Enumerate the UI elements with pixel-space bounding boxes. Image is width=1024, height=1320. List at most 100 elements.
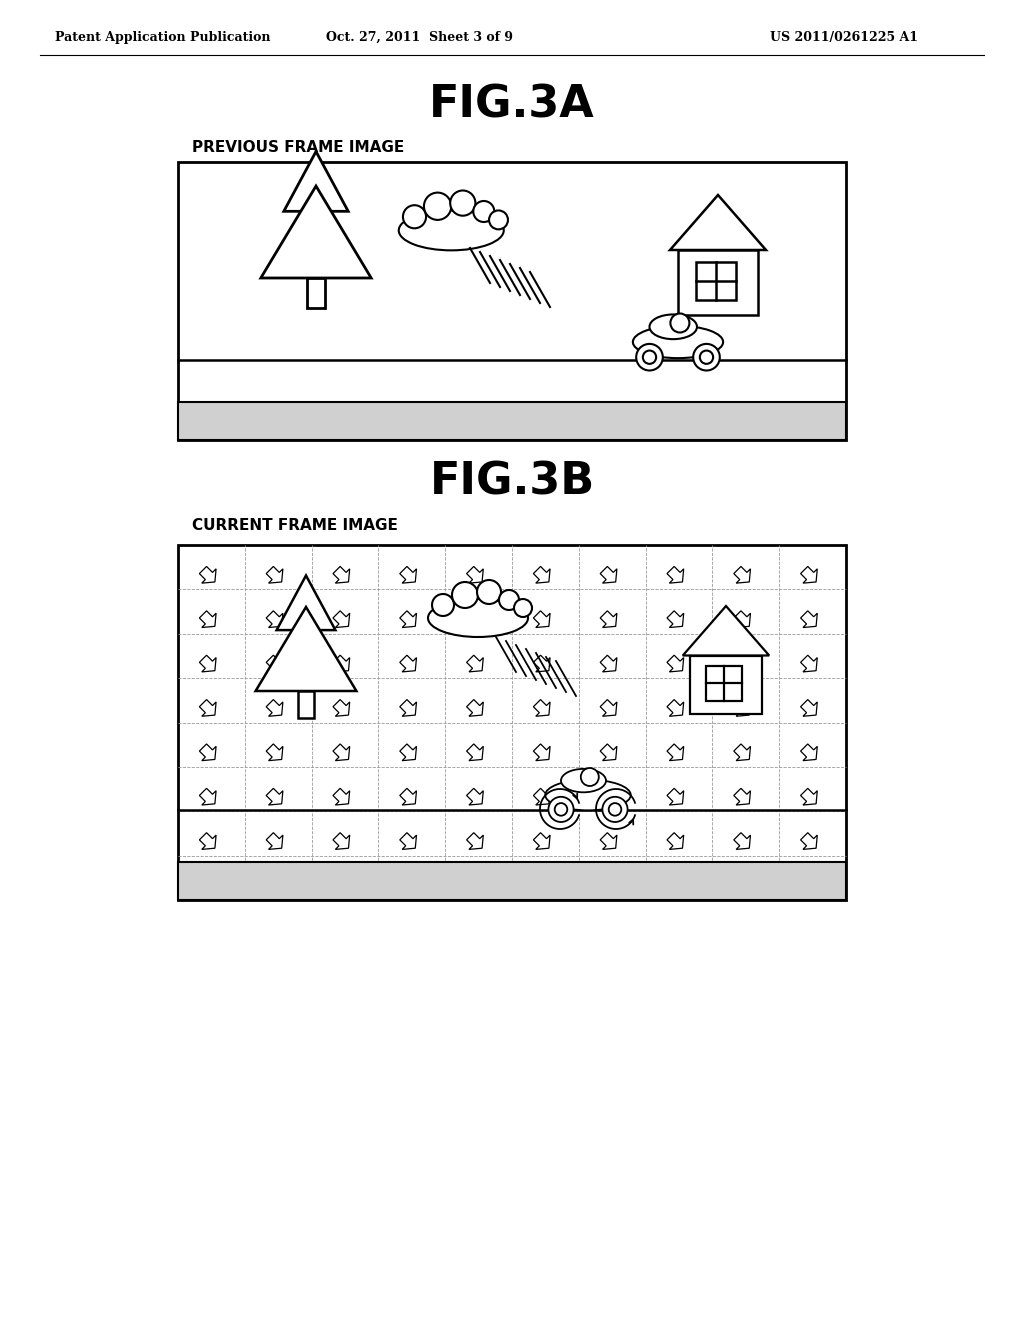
Polygon shape xyxy=(399,833,417,849)
Ellipse shape xyxy=(633,326,723,358)
Polygon shape xyxy=(200,833,216,849)
Polygon shape xyxy=(467,700,483,717)
Polygon shape xyxy=(200,700,216,717)
Polygon shape xyxy=(801,566,817,583)
Polygon shape xyxy=(801,833,817,849)
Ellipse shape xyxy=(451,190,475,215)
Polygon shape xyxy=(261,186,371,279)
Polygon shape xyxy=(200,744,216,760)
Bar xyxy=(678,249,758,315)
Polygon shape xyxy=(333,655,349,672)
Text: FIG.3B: FIG.3B xyxy=(429,461,595,503)
Polygon shape xyxy=(399,611,417,627)
Polygon shape xyxy=(200,876,216,894)
Ellipse shape xyxy=(403,205,426,228)
Polygon shape xyxy=(600,566,616,583)
Ellipse shape xyxy=(477,579,501,605)
Bar xyxy=(178,545,846,900)
Circle shape xyxy=(643,351,656,364)
Polygon shape xyxy=(801,655,817,672)
Bar xyxy=(696,261,736,300)
Circle shape xyxy=(699,351,713,364)
Polygon shape xyxy=(734,833,751,849)
Polygon shape xyxy=(266,744,283,760)
Polygon shape xyxy=(333,788,349,805)
Polygon shape xyxy=(266,876,283,894)
Text: PREVIOUS FRAME IMAGE: PREVIOUS FRAME IMAGE xyxy=(193,140,404,156)
Circle shape xyxy=(549,797,573,822)
Polygon shape xyxy=(266,788,283,805)
Circle shape xyxy=(636,345,663,371)
Ellipse shape xyxy=(424,193,452,220)
Polygon shape xyxy=(734,876,751,894)
Bar xyxy=(178,162,846,440)
Polygon shape xyxy=(667,611,684,627)
Polygon shape xyxy=(467,655,483,672)
Polygon shape xyxy=(667,788,684,805)
Polygon shape xyxy=(683,606,769,656)
Polygon shape xyxy=(399,655,417,672)
Polygon shape xyxy=(600,744,616,760)
Polygon shape xyxy=(200,655,216,672)
Polygon shape xyxy=(200,611,216,627)
Circle shape xyxy=(555,803,567,816)
Polygon shape xyxy=(667,833,684,849)
Bar xyxy=(690,656,762,714)
Bar xyxy=(307,279,326,308)
Ellipse shape xyxy=(499,590,519,610)
Polygon shape xyxy=(266,566,283,583)
Text: US 2011/0261225 A1: US 2011/0261225 A1 xyxy=(770,30,918,44)
Polygon shape xyxy=(333,611,349,627)
Polygon shape xyxy=(734,744,751,760)
Ellipse shape xyxy=(428,599,528,638)
Polygon shape xyxy=(333,833,349,849)
Polygon shape xyxy=(467,876,483,894)
Ellipse shape xyxy=(545,780,631,810)
Polygon shape xyxy=(534,833,550,849)
Polygon shape xyxy=(467,744,483,760)
Polygon shape xyxy=(801,700,817,717)
Text: Patent Application Publication: Patent Application Publication xyxy=(55,30,270,44)
Polygon shape xyxy=(333,744,349,760)
Circle shape xyxy=(602,797,628,822)
Polygon shape xyxy=(734,700,751,717)
Polygon shape xyxy=(600,833,616,849)
Polygon shape xyxy=(734,566,751,583)
Polygon shape xyxy=(600,876,616,894)
Polygon shape xyxy=(266,700,283,717)
Polygon shape xyxy=(667,876,684,894)
Polygon shape xyxy=(534,655,550,672)
Polygon shape xyxy=(801,876,817,894)
Bar xyxy=(298,690,314,718)
Polygon shape xyxy=(266,833,283,849)
Circle shape xyxy=(671,314,689,333)
Circle shape xyxy=(581,768,599,785)
Polygon shape xyxy=(266,655,283,672)
Polygon shape xyxy=(399,566,417,583)
Polygon shape xyxy=(734,611,751,627)
Ellipse shape xyxy=(432,594,454,616)
Ellipse shape xyxy=(561,768,606,792)
Circle shape xyxy=(693,345,720,371)
Polygon shape xyxy=(333,876,349,894)
Polygon shape xyxy=(467,611,483,627)
Ellipse shape xyxy=(514,599,532,616)
Polygon shape xyxy=(801,744,817,760)
Polygon shape xyxy=(467,788,483,805)
Polygon shape xyxy=(534,700,550,717)
Polygon shape xyxy=(801,788,817,805)
Polygon shape xyxy=(600,788,616,805)
Polygon shape xyxy=(734,788,751,805)
Polygon shape xyxy=(256,607,356,690)
Polygon shape xyxy=(670,195,766,249)
Polygon shape xyxy=(600,700,616,717)
Polygon shape xyxy=(534,744,550,760)
Polygon shape xyxy=(399,700,417,717)
Circle shape xyxy=(608,803,622,816)
Ellipse shape xyxy=(649,314,697,339)
Polygon shape xyxy=(534,876,550,894)
Bar xyxy=(178,403,846,440)
Polygon shape xyxy=(734,655,751,672)
Polygon shape xyxy=(534,611,550,627)
Polygon shape xyxy=(399,876,417,894)
